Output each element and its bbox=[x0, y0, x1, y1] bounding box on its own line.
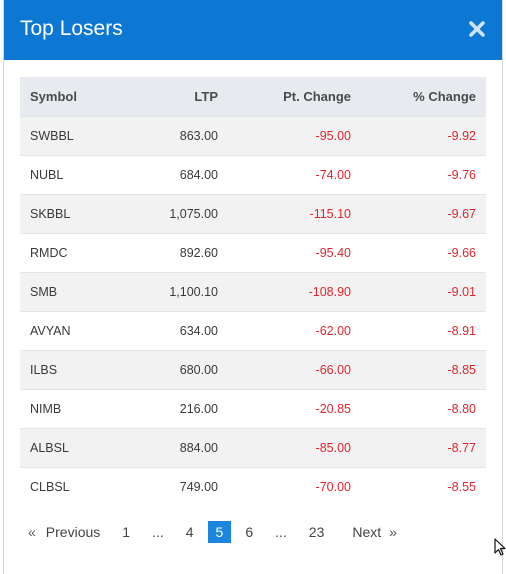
close-button[interactable] bbox=[466, 16, 488, 42]
column-header-ltp: LTP bbox=[194, 88, 218, 104]
cell-pt-change: -70.00 bbox=[315, 479, 351, 494]
pagination-ellipsis: ... bbox=[275, 524, 287, 540]
mouse-pointer-icon bbox=[494, 538, 506, 561]
cell-pct-change: -8.77 bbox=[447, 440, 477, 455]
table-row: CLBSL 749.00 -70.00 -8.55 bbox=[20, 467, 486, 506]
page-button-4[interactable]: 4 bbox=[185, 524, 194, 540]
cell-pct-change: -8.55 bbox=[447, 479, 477, 494]
cell-pt-change: -20.85 bbox=[315, 401, 351, 416]
cell-pt-change: -108.90 bbox=[308, 284, 351, 299]
cell-pct-change: -8.80 bbox=[447, 401, 477, 416]
cell-ltp: 749.00 bbox=[179, 479, 218, 494]
cell-symbol: CLBSL bbox=[30, 479, 70, 494]
cell-pt-change: -66.00 bbox=[315, 362, 351, 377]
cell-pct-change: -8.85 bbox=[447, 362, 477, 377]
cell-ltp: 684.00 bbox=[179, 167, 218, 182]
cell-pct-change: -9.92 bbox=[447, 128, 477, 143]
pagination: « Previous 1... 4 5 6... 23 Next » bbox=[20, 521, 405, 543]
cell-pt-change: -62.00 bbox=[315, 323, 351, 338]
table-row: NUBL 684.00 -74.00 -9.76 bbox=[20, 155, 486, 194]
modal-title: Top Losers bbox=[20, 17, 123, 40]
cell-ltp: 634.00 bbox=[179, 323, 218, 338]
table-row: SWBBL 863.00 -95.00 -9.92 bbox=[20, 116, 486, 155]
cell-ltp: 1,075.00 bbox=[169, 206, 218, 221]
cell-pct-change: -9.66 bbox=[447, 245, 477, 260]
cell-ltp: 884.00 bbox=[179, 440, 218, 455]
close-icon bbox=[469, 21, 485, 37]
cell-pt-change: -85.00 bbox=[315, 440, 351, 455]
table-row: ALBSL 884.00 -85.00 -8.77 bbox=[20, 428, 486, 467]
cell-pt-change: -74.00 bbox=[315, 167, 351, 182]
cell-symbol: SKBBL bbox=[30, 206, 71, 221]
page-button-6[interactable]: 6 bbox=[245, 524, 254, 540]
cell-ltp: 892.60 bbox=[179, 245, 218, 260]
table-row: ILBS 680.00 -66.00 -8.85 bbox=[20, 350, 486, 389]
cell-ltp: 680.00 bbox=[179, 362, 218, 377]
page-list: 1... 4 5 6... 23 bbox=[114, 521, 338, 543]
cell-symbol: AVYAN bbox=[30, 323, 71, 338]
next-button[interactable]: Next bbox=[352, 524, 382, 540]
cell-pct-change: -8.91 bbox=[447, 323, 477, 338]
cell-pt-change: -95.00 bbox=[315, 128, 351, 143]
table-row: NIMB 216.00 -20.85 -8.80 bbox=[20, 389, 486, 428]
column-header-symbol: Symbol bbox=[30, 88, 77, 104]
cell-pct-change: -9.67 bbox=[447, 206, 477, 221]
column-header-pct-change: % Change bbox=[413, 88, 476, 104]
page-button-5[interactable]: 5 bbox=[207, 521, 232, 543]
losers-table-wrapper: Symbol LTP Pt. Change % Change SWBBL 863.… bbox=[20, 77, 486, 506]
cell-symbol: NIMB bbox=[30, 401, 62, 416]
table-row: SMB 1,100.10 -108.90 -9.01 bbox=[20, 272, 486, 311]
table-row: SKBBL 1,075.00 -115.10 -9.67 bbox=[20, 194, 486, 233]
cell-symbol: SMB bbox=[30, 284, 58, 299]
next-arrow[interactable]: » bbox=[389, 524, 397, 540]
cell-pt-change: -95.40 bbox=[315, 245, 351, 260]
cell-symbol: RMDC bbox=[30, 245, 68, 260]
table-body: SWBBL 863.00 -95.00 -9.92 NUBL 684.00 -74.00 -9… bbox=[20, 116, 486, 506]
cell-ltp: 216.00 bbox=[179, 401, 218, 416]
prev-arrow[interactable]: « bbox=[28, 524, 36, 540]
modal-header: Top Losers bbox=[4, 0, 502, 60]
page-button-1[interactable]: 1 bbox=[122, 524, 131, 540]
cell-ltp: 863.00 bbox=[179, 128, 218, 143]
pagination-ellipsis: ... bbox=[152, 524, 164, 540]
cell-symbol: SWBBL bbox=[30, 128, 74, 143]
page-button-23[interactable]: 23 bbox=[308, 524, 325, 540]
cell-pct-change: -9.76 bbox=[447, 167, 477, 182]
cell-pt-change: -115.10 bbox=[309, 206, 351, 221]
cell-symbol: ILBS bbox=[30, 362, 58, 377]
table-header-row: Symbol LTP Pt. Change % Change bbox=[20, 77, 486, 116]
column-header-pt-change: Pt. Change bbox=[283, 88, 351, 104]
table-row: AVYAN 634.00 -62.00 -8.91 bbox=[20, 311, 486, 350]
losers-table: Symbol LTP Pt. Change % Change SWBBL 863.… bbox=[20, 77, 486, 506]
cell-symbol: ALBSL bbox=[30, 440, 69, 455]
table-row: RMDC 892.60 -95.40 -9.66 bbox=[20, 233, 486, 272]
previous-button[interactable]: Previous bbox=[45, 524, 101, 540]
cell-symbol: NUBL bbox=[30, 167, 64, 182]
cell-pct-change: -9.01 bbox=[447, 284, 477, 299]
top-losers-modal: Top Losers Symbol LTP Pt. Change % Chang… bbox=[3, 0, 503, 574]
cell-ltp: 1,100.10 bbox=[169, 284, 218, 299]
